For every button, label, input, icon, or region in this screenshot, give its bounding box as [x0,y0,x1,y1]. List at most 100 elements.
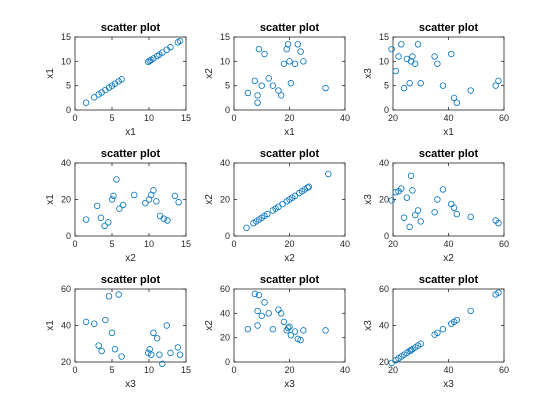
subplot-2-1: 0 5 10 15 0 20 40 scatter plot x2 x1 [45,148,191,264]
data-point [95,342,102,349]
subplot-title: scatter plot [260,22,320,34]
data-point [164,217,171,224]
y-tick-label: 60 [379,284,389,294]
data-point [142,199,149,207]
data-point [400,84,408,92]
x-axis-label: x3 [443,379,454,390]
data-point [105,219,112,226]
y-axis-label: x3 [363,194,374,205]
data-point [105,293,113,300]
data-point [439,325,447,333]
data-point [392,188,399,196]
data-point [269,82,277,89]
data-point [254,92,261,99]
data-point [148,351,155,358]
y-tick-label: 40 [379,321,389,331]
data-point [325,170,332,178]
data-point [265,75,272,82]
data-point [297,48,304,55]
data-point [91,94,98,101]
y-axis-label: x3 [363,68,374,79]
y-tick-label: 40 [61,158,71,168]
x-tick-label: 40 [443,239,453,249]
data-point [431,209,438,216]
x-tick-label: 60 [499,113,509,123]
x-tick-label: 60 [499,365,509,375]
x-tick-label: 40 [340,239,350,249]
x-tick-label: 40 [443,365,453,375]
data-point [269,325,277,333]
data-point [108,329,116,336]
y-tick-label: 15 [61,32,71,42]
y-tick-label: 0 [225,105,230,115]
x-tick-label: 20 [284,239,294,249]
y-axis-label: x1 [45,68,56,79]
data-point [284,324,292,332]
data-point [417,340,424,347]
y-tick-label: 20 [220,333,230,343]
data-point [417,218,424,225]
y-tick-label: 20 [379,195,389,205]
x-tick-label: 20 [284,113,294,123]
y-tick-label: 20 [379,357,389,367]
x-tick-label: 40 [340,365,350,375]
axes-box [233,162,346,237]
x-tick-label: 0 [72,365,77,375]
data-point [431,53,438,60]
data-point [495,77,502,84]
x-tick-label: 15 [181,239,191,249]
subplot-title: scatter plot [101,274,161,286]
axes-box [74,36,187,111]
y-tick-label: 0 [66,231,71,241]
data-point [300,327,307,334]
data-point [439,186,447,193]
data-point [406,223,413,231]
x-axis-label: x2 [284,253,295,264]
x-tick-label: 15 [181,113,191,123]
data-point [453,316,461,324]
data-point [297,336,304,344]
data-point [167,349,174,357]
y-tick-label: 10 [379,56,389,66]
data-point [392,67,399,75]
x-tick-label: 0 [72,239,77,249]
data-point [388,197,395,204]
y-axis-label: x2 [204,320,215,331]
data-point [82,216,90,223]
data-point [97,214,105,221]
data-point [176,351,184,358]
data-point [322,327,329,334]
y-tick-label: 0 [384,231,389,241]
data-point [300,58,307,65]
y-axis-label: x2 [204,68,215,79]
data-point [93,202,101,210]
x-tick-label: 15 [181,365,191,375]
data-point [434,196,441,203]
data-point [414,207,422,214]
data-point [91,320,98,327]
y-tick-label: 5 [384,81,389,91]
data-point [171,192,179,200]
data-point [286,58,293,65]
data-point [130,191,138,199]
data-point [153,335,161,342]
data-point [304,184,311,191]
data-point [118,76,125,83]
y-tick-label: 40 [61,321,71,331]
data-point [160,215,167,222]
axes-box [392,36,505,111]
y-tick-label: 10 [220,56,230,66]
data-point [111,346,119,353]
data-point [400,214,408,221]
data-point [264,210,271,218]
data-point [82,318,90,326]
axes-box [74,288,187,363]
data-point [254,322,261,329]
y-tick-label: 5 [66,81,71,91]
data-point [448,50,455,58]
x-axis-label: x2 [443,253,454,264]
data-point [467,87,474,94]
data-point [450,94,458,102]
y-axis-label: x1 [45,320,56,331]
